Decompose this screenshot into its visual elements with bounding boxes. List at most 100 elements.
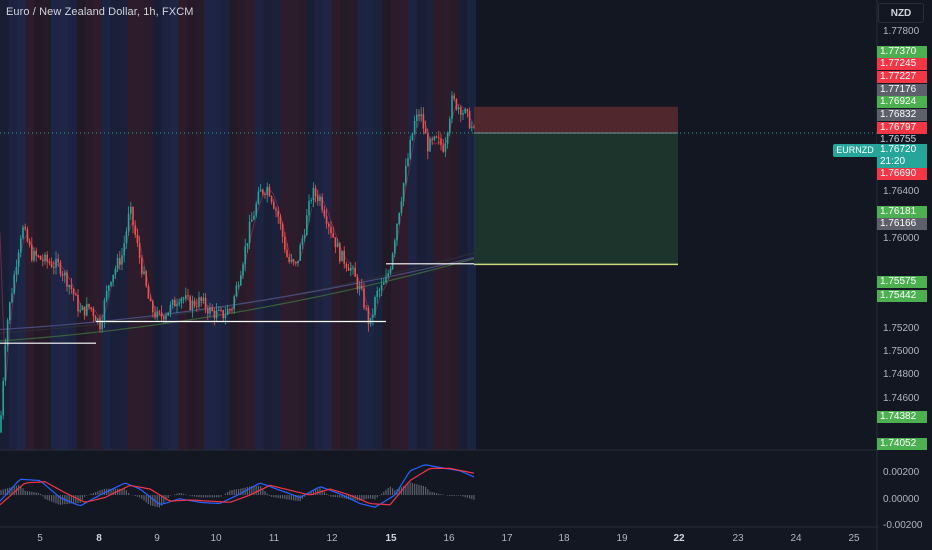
price-tick: 1.76000	[883, 233, 920, 244]
session-band	[8, 0, 17, 450]
candle-body	[86, 303, 88, 316]
session-band	[408, 0, 417, 450]
candle-body	[281, 223, 284, 237]
candle-body	[134, 225, 136, 235]
candle-body	[103, 300, 106, 321]
candle-body	[163, 316, 165, 320]
candle-body	[59, 262, 62, 274]
candle-body	[57, 258, 59, 263]
time-tick: 8	[96, 533, 102, 544]
candle-body	[328, 223, 330, 227]
price-label: 1.74052	[877, 438, 927, 450]
price-label: 1.76924	[877, 96, 927, 108]
session-band	[42, 0, 51, 450]
session-band	[127, 0, 136, 450]
session-band	[433, 0, 442, 450]
candle-body	[343, 250, 345, 264]
moving-average-line	[0, 258, 475, 342]
signal-line	[0, 467, 475, 506]
candle-body	[4, 345, 7, 381]
candle-body	[288, 256, 290, 262]
candle-body	[167, 312, 169, 316]
time-tick: 17	[501, 533, 513, 544]
candle-body	[299, 244, 301, 261]
candle-body	[444, 143, 447, 152]
session-band	[459, 0, 468, 450]
currency-button[interactable]: NZD	[878, 3, 924, 23]
candle-body	[125, 231, 128, 244]
candle-body	[266, 186, 268, 195]
candle-body	[402, 183, 405, 202]
candle-body	[92, 308, 95, 317]
time-tick: 24	[790, 533, 802, 544]
candle-body	[64, 272, 66, 276]
price-label: 1.74382	[877, 411, 927, 423]
session-bands	[0, 0, 476, 450]
candle-body	[2, 380, 4, 416]
position-zones	[474, 106, 678, 266]
session-band	[25, 0, 34, 450]
candle-body	[237, 285, 240, 287]
candle-body	[378, 290, 381, 292]
price-label: 1.77370	[877, 46, 927, 58]
candle-body	[119, 258, 121, 265]
price-label: 1.76755	[877, 134, 927, 146]
candle-body	[383, 282, 385, 285]
candle-body	[189, 296, 191, 310]
candle-body	[336, 243, 339, 248]
candle-body	[0, 415, 2, 433]
session-band	[255, 0, 264, 450]
candle-body	[72, 288, 75, 295]
session-band	[76, 0, 85, 450]
price-tick: 1.74800	[883, 369, 920, 380]
session-band	[85, 0, 94, 450]
price-label: 1.76690	[877, 168, 927, 180]
moving-averages	[0, 103, 475, 381]
candle-body	[268, 186, 271, 197]
session-band	[442, 0, 451, 450]
candle-body	[121, 255, 123, 265]
candle-body	[66, 272, 68, 287]
candle-body	[235, 285, 238, 297]
candle-body	[290, 259, 293, 262]
candle-body	[143, 271, 145, 274]
candle-body	[389, 268, 392, 274]
session-band	[68, 0, 77, 450]
candle-body	[211, 307, 213, 311]
candlestick-series	[0, 91, 475, 434]
take-profit-zone	[474, 133, 678, 265]
candle-body	[88, 303, 90, 308]
candle-body	[224, 314, 227, 319]
candle-body	[48, 261, 51, 264]
session-band	[382, 0, 391, 450]
candle-body	[191, 300, 194, 310]
candle-body	[416, 114, 418, 121]
price-label: 21:20	[877, 156, 927, 168]
session-band	[374, 0, 383, 450]
candle-body	[301, 238, 304, 245]
time-tick: 19	[616, 533, 628, 544]
session-band	[144, 0, 153, 450]
candle-body	[255, 203, 257, 216]
candle-body	[284, 236, 286, 250]
price-label: 1.75442	[877, 290, 927, 302]
candle-body	[431, 138, 433, 140]
candle-body	[354, 267, 356, 277]
candle-body	[31, 244, 33, 261]
session-band	[153, 0, 162, 450]
candle-body	[39, 255, 42, 260]
session-band	[246, 0, 255, 450]
candle-body	[253, 215, 255, 220]
candle-body	[53, 267, 55, 269]
candle-body	[363, 288, 365, 308]
candle-body	[136, 234, 139, 244]
candle-body	[50, 263, 53, 268]
candle-body	[193, 300, 196, 306]
session-band	[297, 0, 306, 450]
price-label: 1.75575	[877, 276, 927, 288]
time-tick: 16	[443, 533, 455, 544]
candle-body	[411, 133, 414, 141]
session-band	[204, 0, 213, 450]
session-band	[306, 0, 315, 450]
